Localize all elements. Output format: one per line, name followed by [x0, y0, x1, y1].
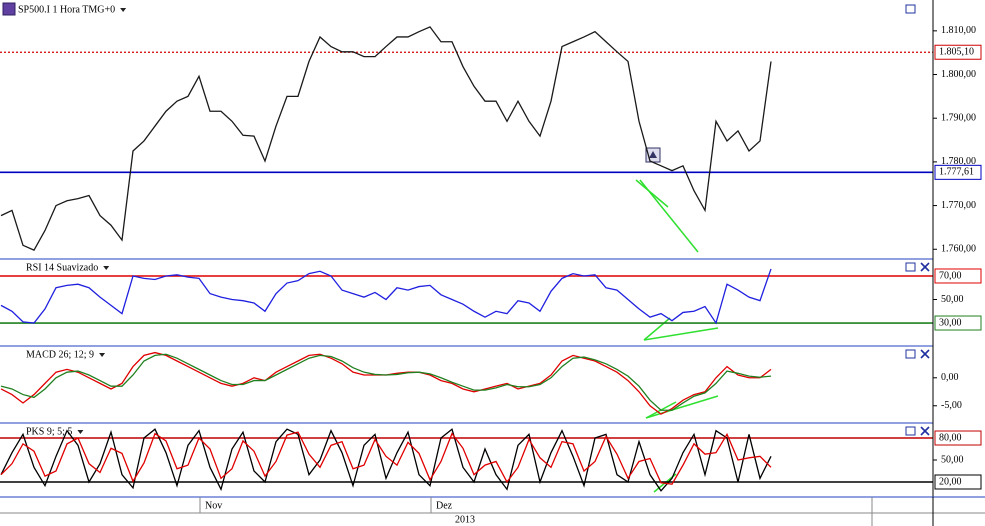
level-label-box: [934, 430, 982, 446]
panel-title: SP500.I 1 Hora TMG+0: [18, 4, 115, 15]
dropdown-arrow[interactable]: [99, 353, 106, 357]
x-tick-label: Dez: [436, 500, 453, 511]
level-label-box: [934, 474, 982, 490]
level-label: 20,00: [939, 476, 962, 487]
y-tick-label: 1.800,00: [941, 69, 976, 80]
level-label: 80,00: [939, 432, 962, 443]
y-tick-label: 1.780,00: [941, 156, 976, 167]
panel-title: PKS 9; 5; 5: [26, 426, 72, 437]
y-tick-label: 1.790,00: [941, 113, 976, 124]
level-label: 70,00: [939, 270, 962, 281]
series-line: [0, 353, 772, 411]
level-label-box: [934, 315, 982, 331]
trend-line: [639, 179, 699, 253]
series-line: [0, 431, 772, 485]
y-tick-label: 1.770,00: [941, 200, 976, 211]
y-tick-label: 1.810,00: [941, 25, 976, 36]
level-label: 1.777,61: [939, 167, 974, 178]
panel-title: RSI 14 Suavizado: [26, 262, 98, 273]
dropdown-arrow[interactable]: [120, 8, 127, 12]
y-tick-label: 0,00: [941, 372, 959, 383]
maximize-button[interactable]: [905, 4, 916, 14]
y-tick-label: 50,00: [941, 294, 964, 305]
x-tick-label: Nov: [205, 500, 222, 511]
level-label: 1.805,10: [939, 47, 974, 58]
y-tick-label: 50,00: [941, 454, 964, 465]
axis-area: [933, 345, 985, 423]
level-label-box: [934, 268, 982, 284]
level-label: 30,00: [939, 317, 962, 328]
dropdown-arrow[interactable]: [103, 266, 110, 270]
maximize-button[interactable]: [905, 426, 916, 436]
close-button[interactable]: [920, 349, 930, 359]
maximize-button[interactable]: [905, 349, 916, 359]
level-label-box: [934, 164, 982, 180]
y-tick-label: -5,00: [941, 400, 962, 411]
panel-title: MACD 26; 12; 9: [26, 349, 94, 360]
axis-area: [933, 0, 985, 259]
series-line: [0, 26, 772, 251]
symbol-icon: [2, 2, 16, 16]
series-line: [0, 268, 772, 325]
dropdown-arrow[interactable]: [77, 430, 84, 434]
close-button[interactable]: [920, 262, 930, 272]
maximize-button[interactable]: [905, 262, 916, 272]
trend-line: [635, 179, 669, 208]
series-line: [0, 428, 772, 492]
level-label-box: [934, 44, 982, 60]
alert-icon-glyph: [649, 151, 657, 158]
close-button[interactable]: [920, 426, 930, 436]
trend-line: [643, 317, 671, 341]
x-axis-label: 2013: [455, 514, 475, 525]
trend-line: [643, 327, 719, 341]
trend-line: [645, 395, 719, 419]
y-tick-label: 1.760,00: [941, 244, 976, 255]
